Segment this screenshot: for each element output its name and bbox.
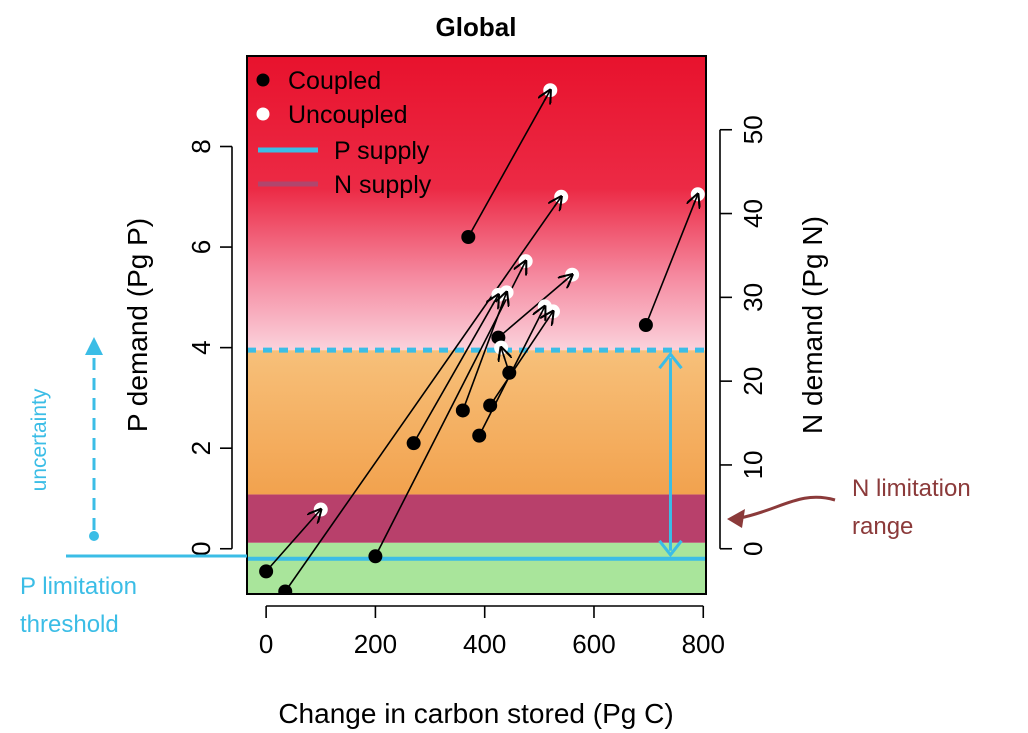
coupled-point-7 [483,398,498,413]
chart-title: Global [436,12,517,42]
n-limitation-label-1: N limitation [852,475,971,502]
pair-arrow-10 [645,194,698,326]
y-tick-label-1: 2 [186,441,216,455]
y2-tick-label-2: 20 [738,367,768,396]
x-axis: 0 200 400 600 800 [259,605,725,659]
pair-arrowtip-3 [544,90,550,100]
y-tick-label-3: 6 [186,240,216,254]
y-axis-label: P demand (Pg P) [122,218,153,432]
supply-lines [247,347,706,561]
legend-label-3: N supply [334,171,432,199]
x-axis-label: Change in carbon stored (Pg C) [278,698,673,729]
x-tick-label-4: 800 [682,629,725,659]
y2-tick-label-4: 40 [738,199,768,228]
y-axis: 0 2 4 6 8 [186,139,233,556]
y2-tick-label-5: 50 [738,115,768,144]
uncertainty-dot [89,531,99,541]
pair-arrowtip-10 [693,194,697,205]
pair-arrow-5 [462,292,507,411]
pair-arrow-3 [467,90,550,238]
coupled-point-3 [461,230,476,245]
p-limitation-label-2: threshold [20,611,119,638]
y2-axis-label: N demand (Pg N) [797,216,828,434]
pair-arrowtip-0 [313,510,321,519]
coupled-point-10 [638,318,653,332]
uncertainty-label: uncertainty [28,388,51,491]
n-limitation-arrowhead [727,509,745,528]
legend-label-1: Uncoupled [288,101,408,129]
coupled-point-0 [259,564,274,579]
n-limitation-label-2: range [852,513,913,540]
coupled-point-1 [278,584,293,594]
coupled-point-9 [502,365,517,380]
pair-arrowtip-8 [563,275,572,283]
y2-tick-label-3: 30 [738,283,768,312]
pair-arrow-4 [412,295,499,444]
data-points [259,83,705,594]
uncertainty-range-top-head [658,351,683,370]
y2-tick-label-1: 10 [738,450,768,479]
pair-arrowtip-5 [502,292,506,303]
x-tick-label-2: 400 [463,629,506,659]
n-limitation-annotation: N limitation range [727,475,971,540]
coupled-point-4 [406,436,421,451]
legend: Coupled Uncoupled P supply N supply [256,67,432,199]
pair-arrow-7 [489,311,553,406]
legend-label-0: Coupled [288,67,381,95]
uncoupled-point-5 [499,285,514,300]
y-tick-label-0: 0 [186,542,216,556]
y2-tick-label-0: 0 [738,542,768,556]
pair-arrowtip-1 [554,197,561,207]
pair-arrowtip-7 [546,311,553,321]
n-limitation-arrow [739,495,836,520]
x-tick-label-3: 600 [572,629,615,659]
x-tick-label-0: 0 [259,629,273,659]
legend-label-2: P supply [334,137,430,165]
band-n-supply [247,494,706,543]
band-green [247,542,706,594]
background-bands [247,56,706,594]
uncertainty-range-bottom-head [658,539,683,558]
y-tick-label-2: 4 [186,340,216,354]
coupled-point-5 [455,403,470,418]
coupled-point-2 [368,549,383,564]
pair-arrowtip-9 [501,348,505,359]
p-limitation-label-1: P limitation [20,573,137,600]
legend-uncoupled-marker [256,107,270,121]
y2-axis: 0 10 20 30 40 50 [719,115,768,556]
y-tick-label-4: 8 [186,139,216,153]
pair-arrowtip-2 [520,261,525,272]
x-tick-label-1: 200 [354,629,397,659]
uncertainty-annotation: uncertainty P limitation threshold [20,337,247,638]
band-red [247,56,706,351]
coupled-point-6 [472,428,487,443]
plot-frame [246,55,707,595]
legend-coupled-marker [256,73,270,87]
